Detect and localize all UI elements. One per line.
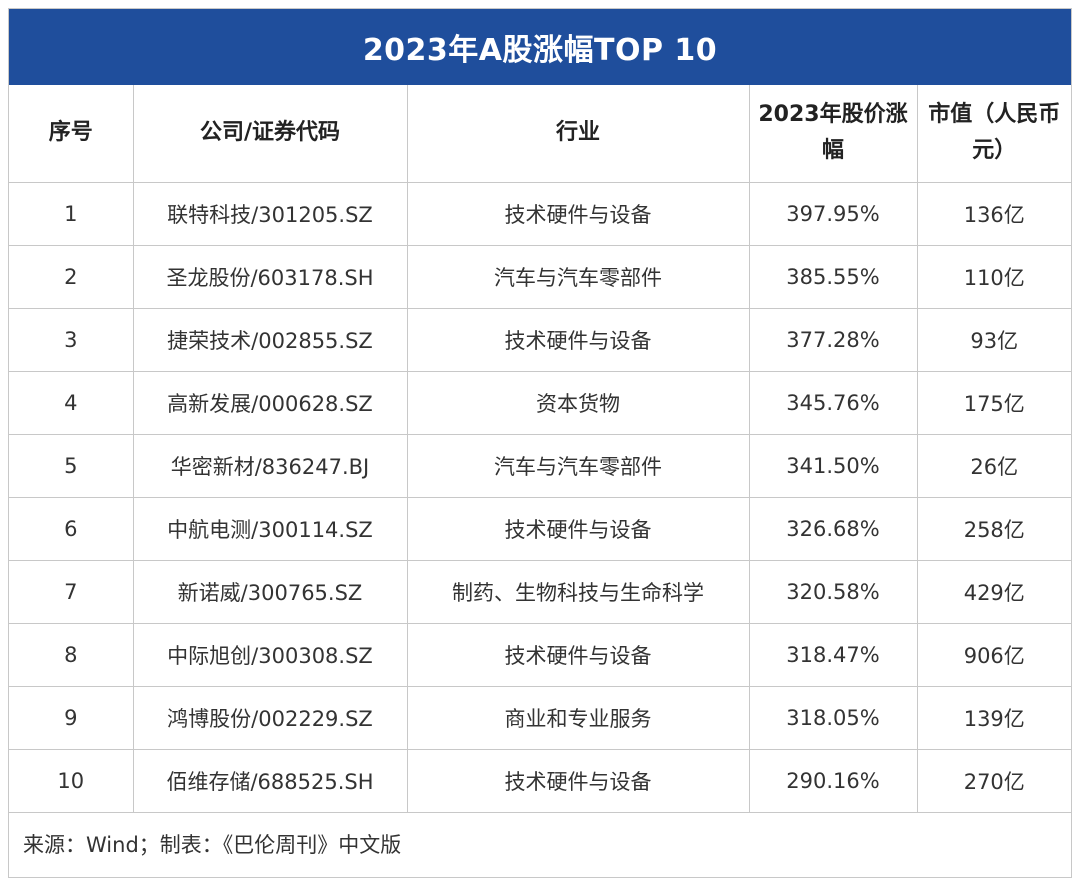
cell-gain: 397.95% <box>748 181 918 246</box>
cell-gain: 385.55% <box>748 244 918 309</box>
cell-company: 捷荣技术/002855.SZ <box>132 307 408 372</box>
cell-rank: 1 <box>9 181 134 246</box>
cell-gain: 318.05% <box>748 685 918 750</box>
cell-gain: 318.47% <box>748 622 918 687</box>
table-title: 2023年A股涨幅TOP 10 <box>9 9 1071 85</box>
table-row: 4 高新发展/000628.SZ 资本货物 345.76% 175亿 <box>9 370 1071 435</box>
cell-industry: 技术硬件与设备 <box>406 307 750 372</box>
cell-industry: 汽车与汽车零部件 <box>406 244 750 309</box>
cell-company: 高新发展/000628.SZ <box>132 370 408 435</box>
cell-industry: 制药、生物科技与生命科学 <box>406 559 750 624</box>
cell-company: 华密新材/836247.BJ <box>132 433 408 498</box>
cell-industry: 商业和专业服务 <box>406 685 750 750</box>
cell-company: 联特科技/301205.SZ <box>132 181 408 246</box>
cell-industry: 技术硬件与设备 <box>406 622 750 687</box>
header-gain: 2023年股价涨幅 <box>748 85 918 183</box>
cell-industry: 汽车与汽车零部件 <box>406 433 750 498</box>
cell-company: 佰维存储/688525.SH <box>132 748 408 813</box>
cell-gain: 290.16% <box>748 748 918 813</box>
cell-rank: 6 <box>9 496 134 561</box>
table-row: 8 中际旭创/300308.SZ 技术硬件与设备 318.47% 906亿 <box>9 622 1071 687</box>
cell-market-cap: 110亿 <box>916 244 1071 309</box>
cell-industry: 技术硬件与设备 <box>406 496 750 561</box>
header-rank: 序号 <box>9 85 134 183</box>
cell-company: 鸿博股份/002229.SZ <box>132 685 408 750</box>
table-row: 1 联特科技/301205.SZ 技术硬件与设备 397.95% 136亿 <box>9 181 1071 246</box>
cell-market-cap: 139亿 <box>916 685 1071 750</box>
cell-market-cap: 906亿 <box>916 622 1071 687</box>
cell-company: 中航电测/300114.SZ <box>132 496 408 561</box>
header-row: 序号 公司/证券代码 行业 2023年股价涨幅 市值（人民币元） <box>9 85 1071 183</box>
cell-rank: 2 <box>9 244 134 309</box>
cell-industry: 技术硬件与设备 <box>406 748 750 813</box>
table-row: 9 鸿博股份/002229.SZ 商业和专业服务 318.05% 139亿 <box>9 685 1071 750</box>
table-row: 3 捷荣技术/002855.SZ 技术硬件与设备 377.28% 93亿 <box>9 307 1071 372</box>
cell-market-cap: 93亿 <box>916 307 1071 372</box>
header-company: 公司/证券代码 <box>132 85 408 183</box>
gainers-table: 序号 公司/证券代码 行业 2023年股价涨幅 市值（人民币元） 1 联特科技/… <box>9 85 1071 813</box>
table-row: 5 华密新材/836247.BJ 汽车与汽车零部件 341.50% 26亿 <box>9 433 1071 498</box>
cell-gain: 320.58% <box>748 559 918 624</box>
cell-market-cap: 175亿 <box>916 370 1071 435</box>
cell-market-cap: 26亿 <box>916 433 1071 498</box>
cell-company: 圣龙股份/603178.SH <box>132 244 408 309</box>
cell-gain: 345.76% <box>748 370 918 435</box>
cell-rank: 3 <box>9 307 134 372</box>
cell-market-cap: 270亿 <box>916 748 1071 813</box>
cell-rank: 4 <box>9 370 134 435</box>
cell-rank: 9 <box>9 685 134 750</box>
cell-rank: 7 <box>9 559 134 624</box>
table-row: 10 佰维存储/688525.SH 技术硬件与设备 290.16% 270亿 <box>9 748 1071 813</box>
table-row: 7 新诺威/300765.SZ 制药、生物科技与生命科学 320.58% 429… <box>9 559 1071 624</box>
source-note: 来源：Wind；制表：《巴伦周刊》中文版 <box>23 833 402 857</box>
header-industry: 行业 <box>406 85 750 183</box>
cell-rank: 8 <box>9 622 134 687</box>
stock-table-card: 2023年A股涨幅TOP 10 序号 公司/证券代码 行业 2023年股价涨幅 … <box>8 8 1072 878</box>
cell-company: 新诺威/300765.SZ <box>132 559 408 624</box>
cell-gain: 341.50% <box>748 433 918 498</box>
cell-gain: 377.28% <box>748 307 918 372</box>
cell-rank: 5 <box>9 433 134 498</box>
table-row: 6 中航电测/300114.SZ 技术硬件与设备 326.68% 258亿 <box>9 496 1071 561</box>
cell-rank: 10 <box>9 748 134 813</box>
table-row: 2 圣龙股份/603178.SH 汽车与汽车零部件 385.55% 110亿 <box>9 244 1071 309</box>
cell-industry: 技术硬件与设备 <box>406 181 750 246</box>
cell-market-cap: 429亿 <box>916 559 1071 624</box>
cell-company: 中际旭创/300308.SZ <box>132 622 408 687</box>
cell-industry: 资本货物 <box>406 370 750 435</box>
header-market-cap: 市值（人民币元） <box>916 85 1071 183</box>
cell-gain: 326.68% <box>748 496 918 561</box>
cell-market-cap: 136亿 <box>916 181 1071 246</box>
cell-market-cap: 258亿 <box>916 496 1071 561</box>
